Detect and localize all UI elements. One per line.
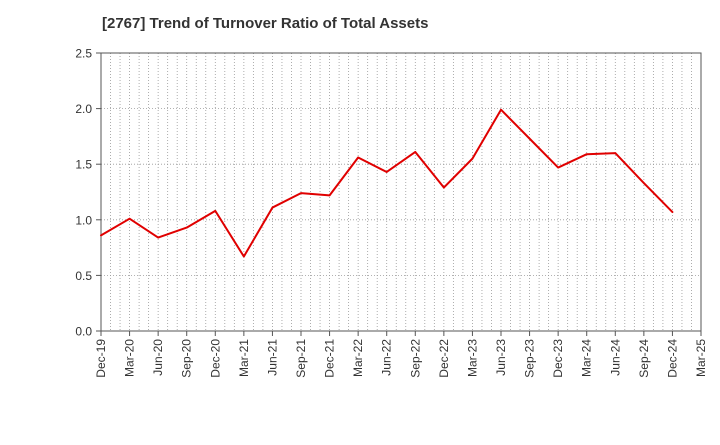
x-tick-label: Sep-20 xyxy=(180,339,194,378)
x-tick-label: Jun-23 xyxy=(494,339,508,376)
x-tick-label: Dec-23 xyxy=(551,339,565,378)
x-tick-label: Mar-20 xyxy=(123,339,137,377)
y-tick-label: 0.0 xyxy=(75,325,92,339)
x-tick-label: Dec-20 xyxy=(208,339,222,378)
x-tick-label: Jun-21 xyxy=(265,339,279,376)
x-tick-label: Dec-22 xyxy=(437,339,451,378)
y-tick-label: 2.5 xyxy=(75,47,92,61)
x-tick-label: Mar-21 xyxy=(237,339,251,377)
x-tick-label: Jun-24 xyxy=(608,339,622,376)
y-tick-label: 2.0 xyxy=(75,102,92,116)
x-tick-label: Jun-20 xyxy=(151,339,165,376)
y-tick-label: 0.5 xyxy=(75,269,92,283)
x-tick-label: Sep-22 xyxy=(408,339,422,378)
y-tick-label: 1.0 xyxy=(75,213,92,227)
x-tick-label: Jun-22 xyxy=(380,339,394,376)
x-tick-label: Mar-24 xyxy=(580,339,594,377)
x-tick-label: Dec-19 xyxy=(94,339,108,378)
y-tick-label: 1.5 xyxy=(75,158,92,172)
x-tick-label: Sep-21 xyxy=(294,339,308,378)
x-tick-label: Dec-21 xyxy=(323,339,337,378)
series-line xyxy=(100,108,674,258)
x-tick-label: Dec-24 xyxy=(665,339,679,378)
plot-area-border xyxy=(100,52,702,332)
x-tick-label: Mar-23 xyxy=(465,339,479,377)
chart-title: [2767] Trend of Turnover Ratio of Total … xyxy=(102,15,429,32)
x-tick-label: Sep-23 xyxy=(523,339,537,378)
x-tick-label: Mar-25 xyxy=(694,339,708,377)
x-tick-label: Mar-22 xyxy=(351,339,365,377)
x-tick-label: Sep-24 xyxy=(637,339,651,378)
